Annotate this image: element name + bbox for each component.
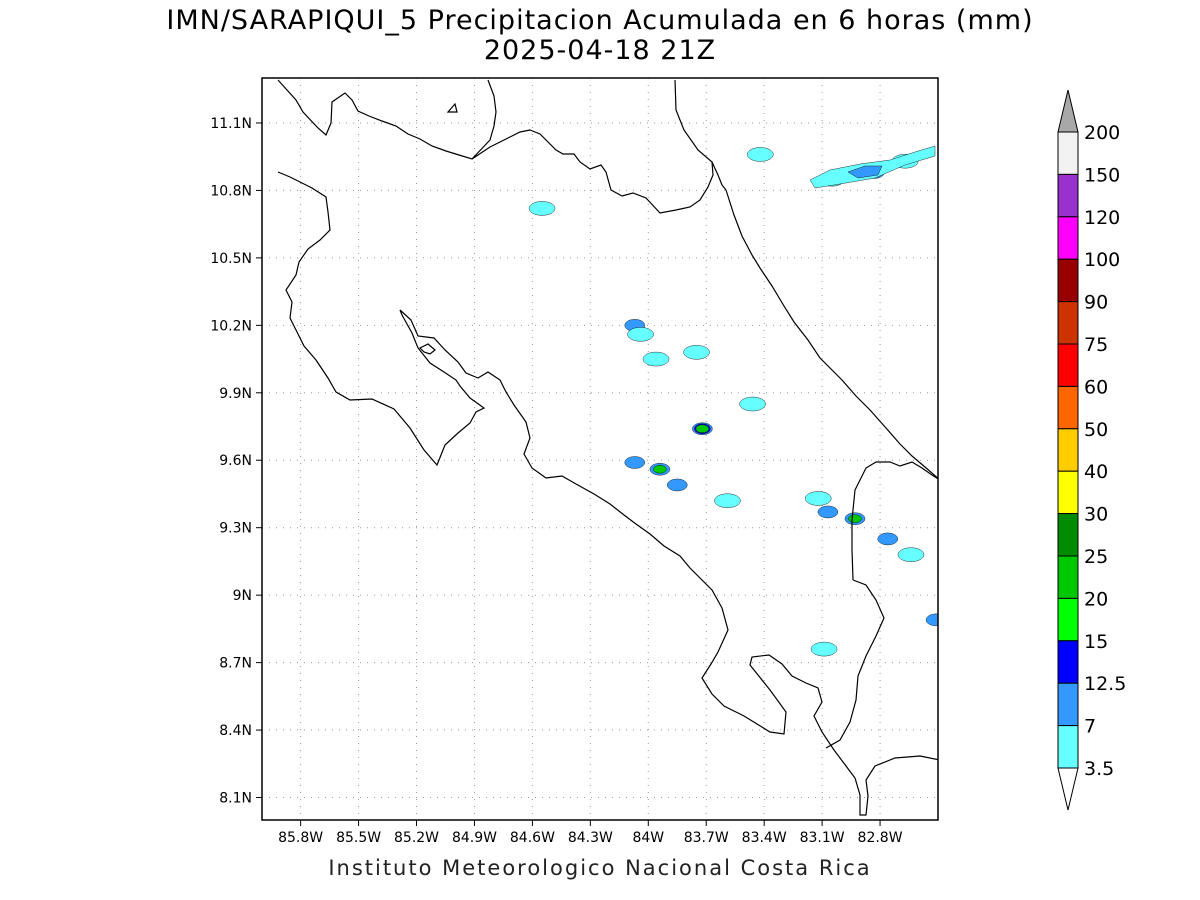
precipitation-areas xyxy=(528,145,938,657)
colorbar-swatch xyxy=(1057,301,1079,345)
map-background xyxy=(262,78,938,820)
colorbar-swatch xyxy=(1057,640,1079,684)
lon-tick-label: 83.1W xyxy=(800,830,845,846)
lon-tick-label: 84.3W xyxy=(568,830,613,846)
colorbar-swatch xyxy=(1057,682,1079,727)
precip-cell xyxy=(877,532,898,546)
colorbar-label: 60 xyxy=(1084,376,1108,398)
colorbar-label: 200 xyxy=(1084,122,1120,144)
nicaragua-caribbean-coast xyxy=(674,79,727,191)
lake-island xyxy=(446,102,458,113)
lon-tick-label: 83.7W xyxy=(684,830,729,846)
lon-tick-label: 84.9W xyxy=(452,830,497,846)
colorbar-label: 12.5 xyxy=(1084,673,1126,695)
precip-cell xyxy=(624,456,645,469)
precip-cell xyxy=(528,201,556,216)
map-title: IMN/SARAPIQUI_5 Precipitacion Acumulada … xyxy=(166,5,1034,36)
colorbar-label: 75 xyxy=(1084,334,1108,356)
precip-cell xyxy=(925,613,938,627)
colorbar-swatch xyxy=(1057,555,1079,599)
colorbar-swatch xyxy=(1057,131,1079,175)
precip-cell xyxy=(739,396,766,412)
precip-cell xyxy=(642,351,670,367)
costa-rica-pacific-coast xyxy=(277,171,938,816)
lon-tick-label: 82.8W xyxy=(858,830,903,846)
precip-cell xyxy=(817,505,839,519)
lat-tick-label: 8.7N xyxy=(219,656,252,672)
colorbar-swatch xyxy=(1057,470,1079,515)
colorbar-label: 40 xyxy=(1084,461,1108,483)
precip-cell xyxy=(667,478,688,492)
lat-tick-label: 9.9N xyxy=(219,386,252,402)
longitude-axis: 85.8W 85.5W 85.2W 84.9W 84.6W 84.3W 84W 83.7W 83… xyxy=(278,820,903,846)
colorbar-label: 120 xyxy=(1084,207,1120,229)
colorbar-swatch xyxy=(1057,258,1079,303)
panama-pacific-border xyxy=(825,579,885,749)
colorbar-label: 150 xyxy=(1084,164,1120,186)
precip-cell xyxy=(747,147,774,162)
nicaragua-border xyxy=(277,79,497,160)
precip-cell xyxy=(810,641,838,657)
colorbar-top-arrow xyxy=(1057,89,1079,133)
colorbar-label: 3.5 xyxy=(1084,758,1114,780)
colorbar-label: 30 xyxy=(1084,504,1108,526)
latitude-axis: 11.1N 10.8N 10.5N 10.2N 9.9N 9.6N 9.3N 9N 8.7N 8.… xyxy=(210,116,262,807)
colorbar-bottom-arrow xyxy=(1057,767,1079,811)
colorbar-swatch xyxy=(1057,725,1079,769)
lat-tick-label: 9.3N xyxy=(219,521,252,537)
panama-border xyxy=(851,461,938,581)
lat-tick-label: 10.5N xyxy=(210,251,252,267)
colorbar-label: 15 xyxy=(1084,631,1108,653)
lat-tick-label: 8.1N xyxy=(219,791,252,807)
map-gridlines xyxy=(262,78,938,820)
colorbar-label: 100 xyxy=(1084,249,1120,271)
precip-cell xyxy=(897,547,925,562)
lon-tick-label: 85.8W xyxy=(278,830,323,846)
precip-cell xyxy=(848,514,862,523)
precip-band-core xyxy=(847,165,883,179)
colorbar-label: 90 xyxy=(1084,292,1108,314)
precip-cell xyxy=(695,424,710,433)
colorbar-swatch xyxy=(1057,428,1079,472)
colorbar-swatch xyxy=(1057,597,1079,642)
costa-rica-caribbean-coast xyxy=(725,189,938,480)
precip-cell xyxy=(627,327,654,342)
precip-cell xyxy=(714,493,741,508)
coastline-borders xyxy=(277,79,938,816)
lon-tick-label: 85.2W xyxy=(394,830,439,846)
precip-cell xyxy=(805,491,832,506)
colorbar-legend: 200 150 120 100 90 75 60 50 40 30 25 20 15 12.5 7 3.5 xyxy=(1057,89,1126,811)
lat-tick-label: 8.4N xyxy=(219,723,252,739)
lon-tick-label: 83.4W xyxy=(742,830,787,846)
colorbar-label: 7 xyxy=(1084,716,1096,738)
lon-tick-label: 84W xyxy=(632,830,664,846)
map-datetime: 2025-04-18 21Z xyxy=(483,35,717,66)
colorbar-label: 20 xyxy=(1084,588,1108,610)
lat-tick-label: 10.2N xyxy=(210,318,252,334)
lake-arenal-shape xyxy=(418,343,436,355)
colorbar-label: 25 xyxy=(1084,546,1108,568)
lon-tick-label: 84.6W xyxy=(510,830,555,846)
colorbar-swatch xyxy=(1057,343,1079,387)
lat-tick-label: 11.1N xyxy=(210,116,252,132)
footer-credit: Instituto Meteorologico Nacional Costa R… xyxy=(328,856,872,880)
colorbar-swatch xyxy=(1057,173,1079,218)
colorbar-swatch xyxy=(1057,385,1079,430)
colorbar-swatch xyxy=(1057,216,1079,260)
precip-cell xyxy=(653,465,667,474)
colorbar-swatch xyxy=(1057,513,1079,557)
nicaragua-southern-border xyxy=(471,129,714,214)
precip-cell xyxy=(683,345,710,360)
colorbar-label: 50 xyxy=(1084,419,1108,441)
lat-tick-label: 9.6N xyxy=(219,453,252,469)
lon-tick-label: 85.5W xyxy=(336,830,381,846)
map-frame xyxy=(261,77,939,821)
lat-tick-label: 9N xyxy=(233,588,252,604)
lat-tick-label: 10.8N xyxy=(210,183,252,199)
